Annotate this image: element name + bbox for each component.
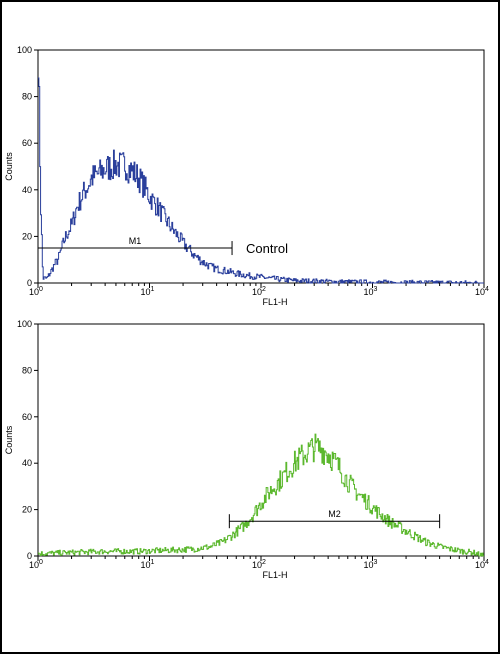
x-tick-label: 104 — [475, 286, 489, 297]
gate-label: M2 — [328, 509, 341, 519]
y-tick-label: 40 — [22, 458, 32, 468]
y-tick-label: 0 — [27, 551, 32, 561]
y-axis-label: Counts — [4, 152, 14, 181]
y-axis-label: Counts — [4, 425, 14, 454]
x-tick-label: 103 — [364, 286, 378, 297]
y-tick-label: 100 — [17, 319, 32, 329]
x-tick-label: 102 — [252, 559, 266, 570]
x-axis-label: FL1-H — [262, 297, 287, 307]
x-tick-label: 100 — [29, 286, 43, 297]
x-tick-label: 100 — [29, 559, 43, 570]
control-annotation: Control — [246, 241, 288, 256]
x-tick-label: 101 — [141, 286, 155, 297]
x-tick-label: 104 — [475, 559, 489, 570]
x-axis-label: FL1-H — [262, 570, 287, 580]
y-tick-label: 40 — [22, 185, 32, 195]
y-tick-label: 20 — [22, 231, 32, 241]
y-tick-label: 20 — [22, 505, 32, 515]
histogram-series-line — [38, 433, 484, 557]
x-tick-label: 101 — [141, 559, 155, 570]
y-tick-label: 80 — [22, 365, 32, 375]
y-tick-label: 0 — [27, 278, 32, 288]
gate-label: M1 — [129, 236, 142, 246]
y-tick-label: 60 — [22, 412, 32, 422]
y-tick-label: 100 — [17, 45, 32, 55]
sample-histogram-panel: 0 20 40 60 80 100 100 101 102 103 104 FL1-H Counts M2 — [4, 319, 489, 580]
histogram-series-line — [38, 77, 484, 284]
control-histogram-panel: 0 20 40 60 80 100 100 101 102 103 104 FL1-H Counts M1… — [4, 45, 489, 307]
y-tick-label: 80 — [22, 92, 32, 102]
y-tick-label: 60 — [22, 138, 32, 148]
x-tick-label: 102 — [252, 286, 266, 297]
x-tick-label: 103 — [364, 559, 378, 570]
